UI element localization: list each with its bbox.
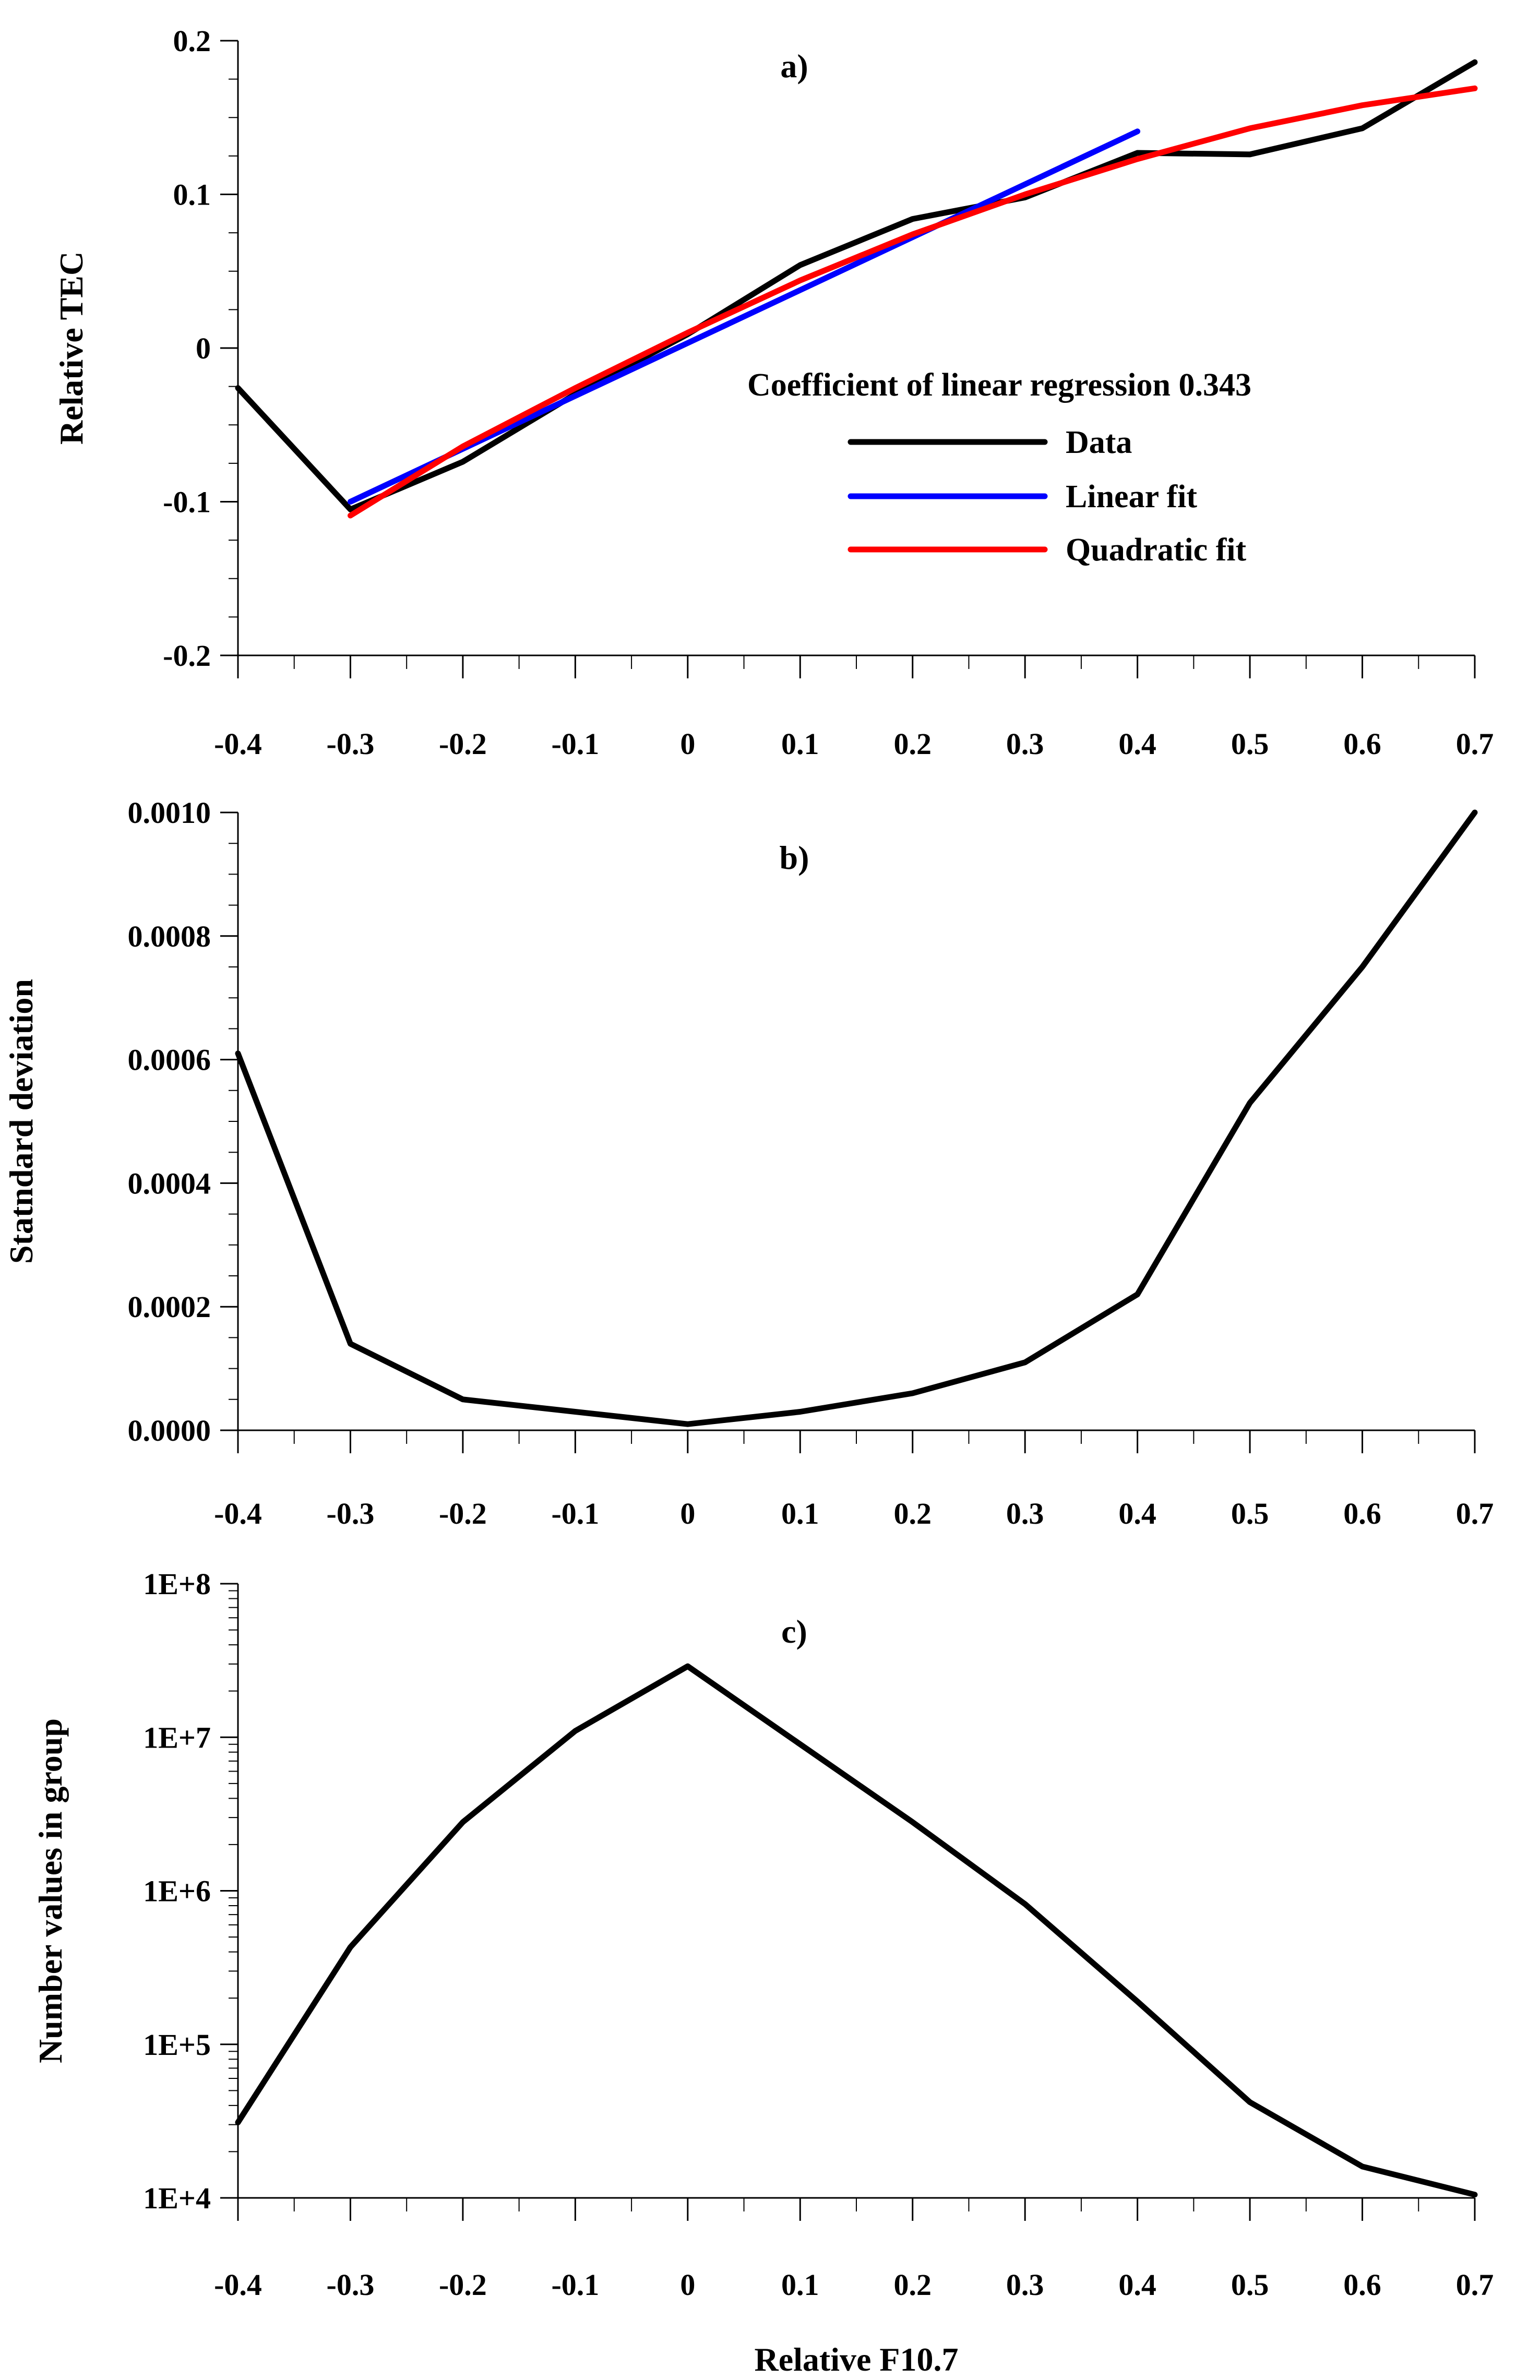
x-axis-title: Relative F10.7: [755, 2341, 959, 2378]
legend-label: Data: [1066, 425, 1132, 460]
x-tick-label: 0: [680, 727, 695, 761]
series-line-standard-deviation: [235, 809, 1478, 1427]
series-line-number-values-in-group: [235, 1663, 1478, 2198]
panel-a: -0.4 -0.3 -0.2 -0.1 0 0.1 0.2 0.3 0.4 0.5 0.6 0.7 -0…: [53, 24, 1494, 761]
series-line-data: [235, 59, 1478, 512]
x-tick-label: 0.5: [1231, 727, 1269, 761]
regression-annotation: Coefficient of linear regression 0.343: [747, 367, 1251, 403]
x-tick-label: -0.4: [214, 727, 262, 761]
panel-label: b): [780, 839, 809, 876]
x-tick-label: -0.1: [551, 727, 599, 761]
x-tick-label: 0.4: [1118, 727, 1156, 761]
x-tick-label: 0.2: [893, 1497, 932, 1530]
y-tick-label: -0.1: [163, 485, 211, 519]
y-tick-label: 1E+6: [143, 1874, 211, 1908]
x-tick-label: -0.2: [439, 2268, 487, 2302]
y-tick-label: 0.0006: [128, 1043, 211, 1077]
x-tick-label: -0.3: [327, 2268, 375, 2302]
y-axis-title: Relative TEC: [53, 252, 90, 445]
x-tick-label: 0.5: [1231, 2268, 1269, 2302]
y-tick-label: 1E+5: [143, 2028, 211, 2062]
x-tick-label: 0.1: [781, 1497, 819, 1530]
y-tick-label: 0.2: [173, 24, 211, 58]
x-tick-label: 0.7: [1456, 727, 1494, 761]
x-tick-label: 0.6: [1343, 2268, 1381, 2302]
x-tick-label: -0.1: [551, 2268, 599, 2302]
x-tick-label: 0.3: [1006, 2268, 1044, 2302]
y-tick-label: -0.2: [163, 639, 211, 673]
y-tick-label: 1E+8: [143, 1567, 211, 1601]
x-tick-label: -0.3: [327, 1497, 375, 1530]
x-tick-label: 0.1: [781, 2268, 819, 2302]
panel-label: a): [780, 47, 808, 85]
y-tick-label: 0: [196, 331, 211, 365]
series-line-quadratic-fit: [348, 85, 1478, 519]
y-tick-label: 1E+7: [143, 1720, 211, 1754]
x-tick-label: 0: [680, 1497, 695, 1530]
x-tick-label: 0.6: [1343, 727, 1381, 761]
y-tick-label: 1E+4: [143, 2181, 211, 2215]
y-axis-title: Number values in group: [32, 1718, 69, 2063]
x-tick-label: -0.2: [439, 727, 487, 761]
x-tick-label: -0.4: [214, 2268, 262, 2302]
x-tick-label: 0: [680, 2268, 695, 2302]
series-line-linear-fit: [348, 128, 1141, 505]
panel-b: -0.4 -0.3 -0.2 -0.1 0 0.1 0.2 0.3 0.4 0.5 0.6 0.7 0.…: [3, 796, 1494, 1530]
panel-c: -0.4 -0.3 -0.2 -0.1 0 0.1 0.2 0.3 0.4 0.5 0.6 0.7 1E…: [32, 1567, 1494, 2378]
x-tick-label: 0.7: [1456, 2268, 1494, 2302]
x-tick-label: -0.4: [214, 1497, 262, 1530]
y-tick-label: 0.0004: [128, 1166, 211, 1200]
x-tick-label: 0.5: [1231, 1497, 1269, 1530]
legend-label: Quadratic fit: [1066, 532, 1246, 568]
legend-label: Linear fit: [1066, 479, 1197, 515]
x-tick-label: -0.3: [327, 727, 375, 761]
y-tick-label: 0.0008: [128, 919, 211, 953]
y-tick-label: 0.0002: [128, 1290, 211, 1324]
x-tick-label: 0.1: [781, 727, 819, 761]
x-tick-label: -0.1: [551, 1497, 599, 1530]
y-tick-label: 0.0010: [128, 796, 211, 830]
x-tick-label: 0.3: [1006, 727, 1044, 761]
y-axis-title: Statndard deviation: [3, 979, 40, 1264]
x-tick-label: -0.2: [439, 1497, 487, 1530]
panel-label: c): [781, 1613, 807, 1650]
x-tick-label: 0.4: [1118, 1497, 1156, 1530]
x-tick-label: 0.2: [893, 727, 932, 761]
x-tick-label: 0.4: [1118, 2268, 1156, 2302]
y-tick-label: 0.1: [173, 178, 211, 212]
y-tick-label: 0.0000: [128, 1414, 211, 1448]
x-tick-label: 0.7: [1456, 1497, 1494, 1530]
x-tick-label: 0.6: [1343, 1497, 1381, 1530]
x-tick-label: 0.3: [1006, 1497, 1044, 1530]
x-tick-label: 0.2: [893, 2268, 932, 2302]
